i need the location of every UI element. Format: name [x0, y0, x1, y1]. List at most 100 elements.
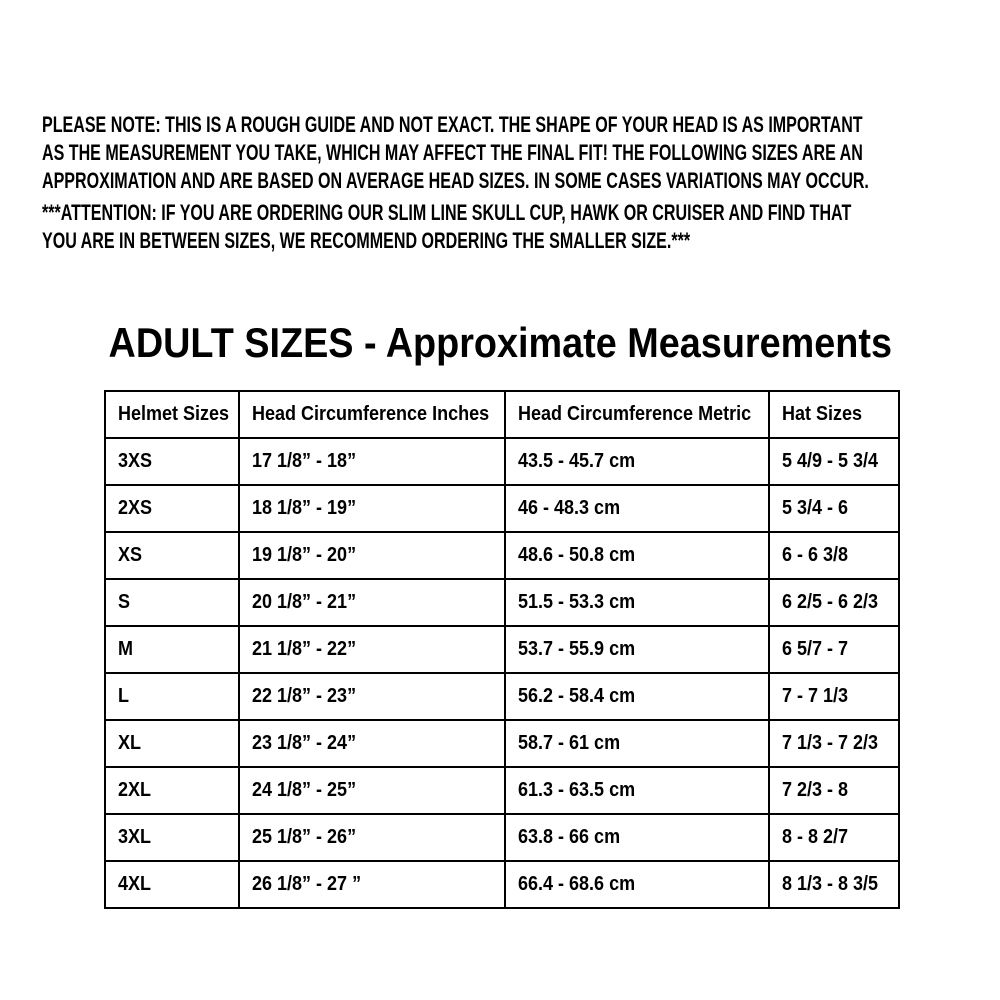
column-header-text: Helmet Sizes: [118, 403, 230, 425]
cell-metric: 63.8 - 66 cm: [504, 813, 770, 862]
table-row: S 20 1/8” - 21” 51.5 - 53.3 cm 6 2/5 - 6…: [104, 578, 900, 627]
column-header-hat-sizes: Hat Sizes: [768, 390, 900, 439]
cell-text: 43.5 - 45.7 cm: [518, 450, 636, 472]
cell-hat-size: 6 - 6 3/8: [768, 531, 900, 580]
cell-hat-size: 7 2/3 - 8: [768, 766, 900, 815]
cell-text: 25 1/8” - 26”: [252, 826, 357, 848]
cell-inches: 25 1/8” - 26”: [238, 813, 506, 862]
cell-text: 6 2/5 - 6 2/3: [782, 591, 879, 613]
cell-text: 56.2 - 58.4 cm: [518, 685, 636, 707]
cell-text: XL: [118, 732, 142, 754]
cell-inches: 17 1/8” - 18”: [238, 437, 506, 486]
column-header-text: Head Circumference Inches: [252, 403, 490, 425]
cell-inches: 24 1/8” - 25”: [238, 766, 506, 815]
cell-text: 7 2/3 - 8: [782, 779, 849, 801]
cell-text: 18 1/8” - 19”: [252, 497, 357, 519]
cell-text: 53.7 - 55.9 cm: [518, 638, 636, 660]
cell-hat-size: 8 1/3 - 8 3/5: [768, 860, 900, 909]
column-header-text: Hat Sizes: [782, 403, 863, 425]
cell-text: 24 1/8” - 25”: [252, 779, 357, 801]
table-row: 3XL 25 1/8” - 26” 63.8 - 66 cm 8 - 8 2/7: [104, 813, 900, 862]
cell-text: 3XL: [118, 826, 152, 848]
cell-hat-size: 8 - 8 2/7: [768, 813, 900, 862]
cell-inches: 26 1/8” - 27 ”: [238, 860, 506, 909]
cell-helmet-size: XS: [104, 531, 240, 580]
cell-text: 51.5 - 53.3 cm: [518, 591, 636, 613]
cell-text: 61.3 - 63.5 cm: [518, 779, 636, 801]
cell-text: 23 1/8” - 24”: [252, 732, 357, 754]
cell-metric: 58.7 - 61 cm: [504, 719, 770, 768]
cell-inches: 23 1/8” - 24”: [238, 719, 506, 768]
page-title: ADULT SIZES - Approximate Measurements: [0, 318, 1000, 368]
adult-sizes-table: Helmet Sizes Head Circumference Inches H…: [104, 390, 900, 909]
table-row: 3XS 17 1/8” - 18” 43.5 - 45.7 cm 5 4/9 -…: [104, 437, 900, 486]
cell-text: S: [118, 591, 131, 613]
table-row: XL 23 1/8” - 24” 58.7 - 61 cm 7 1/3 - 7 …: [104, 719, 900, 768]
cell-helmet-size: 4XL: [104, 860, 240, 909]
table-row: L 22 1/8” - 23” 56.2 - 58.4 cm 7 - 7 1/3: [104, 672, 900, 721]
cell-text: 5 4/9 - 5 3/4: [782, 450, 879, 472]
cell-text: 22 1/8” - 23”: [252, 685, 357, 707]
cell-hat-size: 6 2/5 - 6 2/3: [768, 578, 900, 627]
cell-hat-size: 5 4/9 - 5 3/4: [768, 437, 900, 486]
table-row: XS 19 1/8” - 20” 48.6 - 50.8 cm 6 - 6 3/…: [104, 531, 900, 580]
table-row: M 21 1/8” - 22” 53.7 - 55.9 cm 6 5/7 - 7: [104, 625, 900, 674]
note-paragraph: PLEASE NOTE: THIS IS A ROUGH GUIDE AND N…: [42, 112, 869, 193]
table-row: 2XL 24 1/8” - 25” 61.3 - 63.5 cm 7 2/3 -…: [104, 766, 900, 815]
cell-text: 8 1/3 - 8 3/5: [782, 873, 879, 895]
cell-hat-size: 5 3/4 - 6: [768, 484, 900, 533]
cell-text: 48.6 - 50.8 cm: [518, 544, 636, 566]
cell-inches: 18 1/8” - 19”: [238, 484, 506, 533]
cell-metric: 43.5 - 45.7 cm: [504, 437, 770, 486]
cell-helmet-size: 2XL: [104, 766, 240, 815]
cell-text: 19 1/8” - 20”: [252, 544, 357, 566]
cell-text: 4XL: [118, 873, 152, 895]
cell-text: 63.8 - 66 cm: [518, 826, 621, 848]
column-header-helmet-sizes: Helmet Sizes: [104, 390, 240, 439]
cell-helmet-size: 3XL: [104, 813, 240, 862]
table-row: 2XS 18 1/8” - 19” 46 - 48.3 cm 5 3/4 - 6: [104, 484, 900, 533]
cell-text: 6 5/7 - 7: [782, 638, 849, 660]
cell-inches: 19 1/8” - 20”: [238, 531, 506, 580]
cell-metric: 61.3 - 63.5 cm: [504, 766, 770, 815]
cell-helmet-size: 2XS: [104, 484, 240, 533]
cell-helmet-size: S: [104, 578, 240, 627]
cell-text: 5 3/4 - 6: [782, 497, 849, 519]
cell-hat-size: 6 5/7 - 7: [768, 625, 900, 674]
cell-inches: 21 1/8” - 22”: [238, 625, 506, 674]
cell-helmet-size: 3XS: [104, 437, 240, 486]
cell-helmet-size: M: [104, 625, 240, 674]
cell-helmet-size: XL: [104, 719, 240, 768]
cell-metric: 66.4 - 68.6 cm: [504, 860, 770, 909]
cell-text: 7 1/3 - 7 2/3: [782, 732, 879, 754]
cell-text: 20 1/8” - 21”: [252, 591, 357, 613]
table-header-row: Helmet Sizes Head Circumference Inches H…: [104, 390, 900, 439]
column-header-circumference-metric: Head Circumference Metric: [504, 390, 770, 439]
cell-text: 8 - 8 2/7: [782, 826, 849, 848]
cell-text: 7 - 7 1/3: [782, 685, 849, 707]
attention-paragraph: ***ATTENTION: IF YOU ARE ORDERING OUR SL…: [42, 200, 852, 253]
cell-hat-size: 7 1/3 - 7 2/3: [768, 719, 900, 768]
cell-text: M: [118, 638, 134, 660]
cell-inches: 22 1/8” - 23”: [238, 672, 506, 721]
cell-inches: 20 1/8” - 21”: [238, 578, 506, 627]
cell-text: 6 - 6 3/8: [782, 544, 849, 566]
cell-text: 21 1/8” - 22”: [252, 638, 357, 660]
cell-text: XS: [118, 544, 143, 566]
cell-text: 2XL: [118, 779, 152, 801]
cell-metric: 48.6 - 50.8 cm: [504, 531, 770, 580]
column-header-circumference-inches: Head Circumference Inches: [238, 390, 506, 439]
cell-metric: 53.7 - 55.9 cm: [504, 625, 770, 674]
cell-metric: 56.2 - 58.4 cm: [504, 672, 770, 721]
cell-text: 2XS: [118, 497, 153, 519]
cell-metric: 46 - 48.3 cm: [504, 484, 770, 533]
cell-helmet-size: L: [104, 672, 240, 721]
cell-text: 26 1/8” - 27 ”: [252, 873, 362, 895]
cell-text: L: [118, 685, 129, 707]
table-row: 4XL 26 1/8” - 27 ” 66.4 - 68.6 cm 8 1/3 …: [104, 860, 900, 909]
cell-text: 66.4 - 68.6 cm: [518, 873, 636, 895]
cell-hat-size: 7 - 7 1/3: [768, 672, 900, 721]
cell-text: 3XS: [118, 450, 153, 472]
cell-text: 17 1/8” - 18”: [252, 450, 357, 472]
